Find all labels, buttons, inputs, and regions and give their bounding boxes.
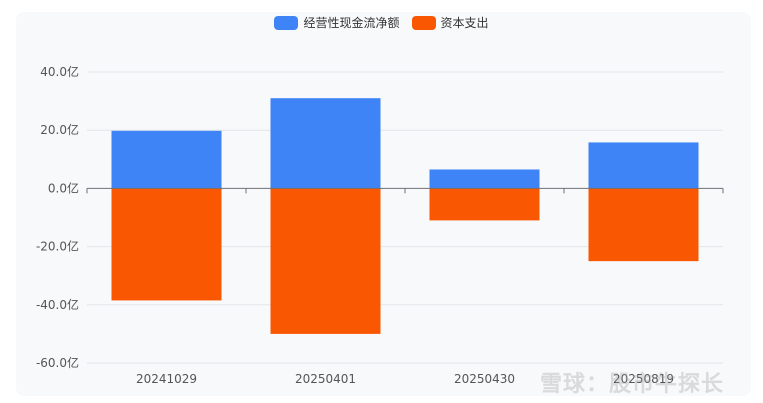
legend-label: 经营性现金流净额 xyxy=(303,16,400,30)
watermark: 雪球：股市牛探长 xyxy=(540,372,725,397)
y-tick-label: 40.0亿 xyxy=(40,64,79,79)
bar-capex xyxy=(270,188,381,334)
y-tick-label: -20.0亿 xyxy=(36,239,79,254)
bar-operating-cashflow xyxy=(588,142,699,189)
bar-capex xyxy=(588,188,699,262)
x-tick-label: 20250819 xyxy=(613,372,674,386)
bar-capex xyxy=(429,188,540,221)
y-tick-label: 20.0亿 xyxy=(40,122,79,137)
legend-swatch xyxy=(411,15,436,30)
bar-operating-cashflow xyxy=(111,130,222,189)
y-tick-label: -40.0亿 xyxy=(36,297,79,312)
y-tick-label: -60.0亿 xyxy=(36,355,79,370)
bar-operating-cashflow xyxy=(270,98,381,189)
y-tick-label: 0.0亿 xyxy=(48,180,79,195)
legend-item-capex[interactable]: 资本支出 xyxy=(411,14,489,31)
legend-label: 资本支出 xyxy=(440,16,489,30)
bar-capex xyxy=(111,188,222,301)
x-tick-label: 20250430 xyxy=(454,372,515,386)
legend: 经营性现金流净额 资本支出 xyxy=(0,14,763,31)
x-tick-label: 20241029 xyxy=(136,372,197,386)
bar-operating-cashflow xyxy=(429,169,540,189)
legend-swatch xyxy=(274,15,299,30)
legend-item-operating-cashflow[interactable]: 经营性现金流净额 xyxy=(274,14,400,31)
x-tick-label: 20250401 xyxy=(295,372,356,386)
